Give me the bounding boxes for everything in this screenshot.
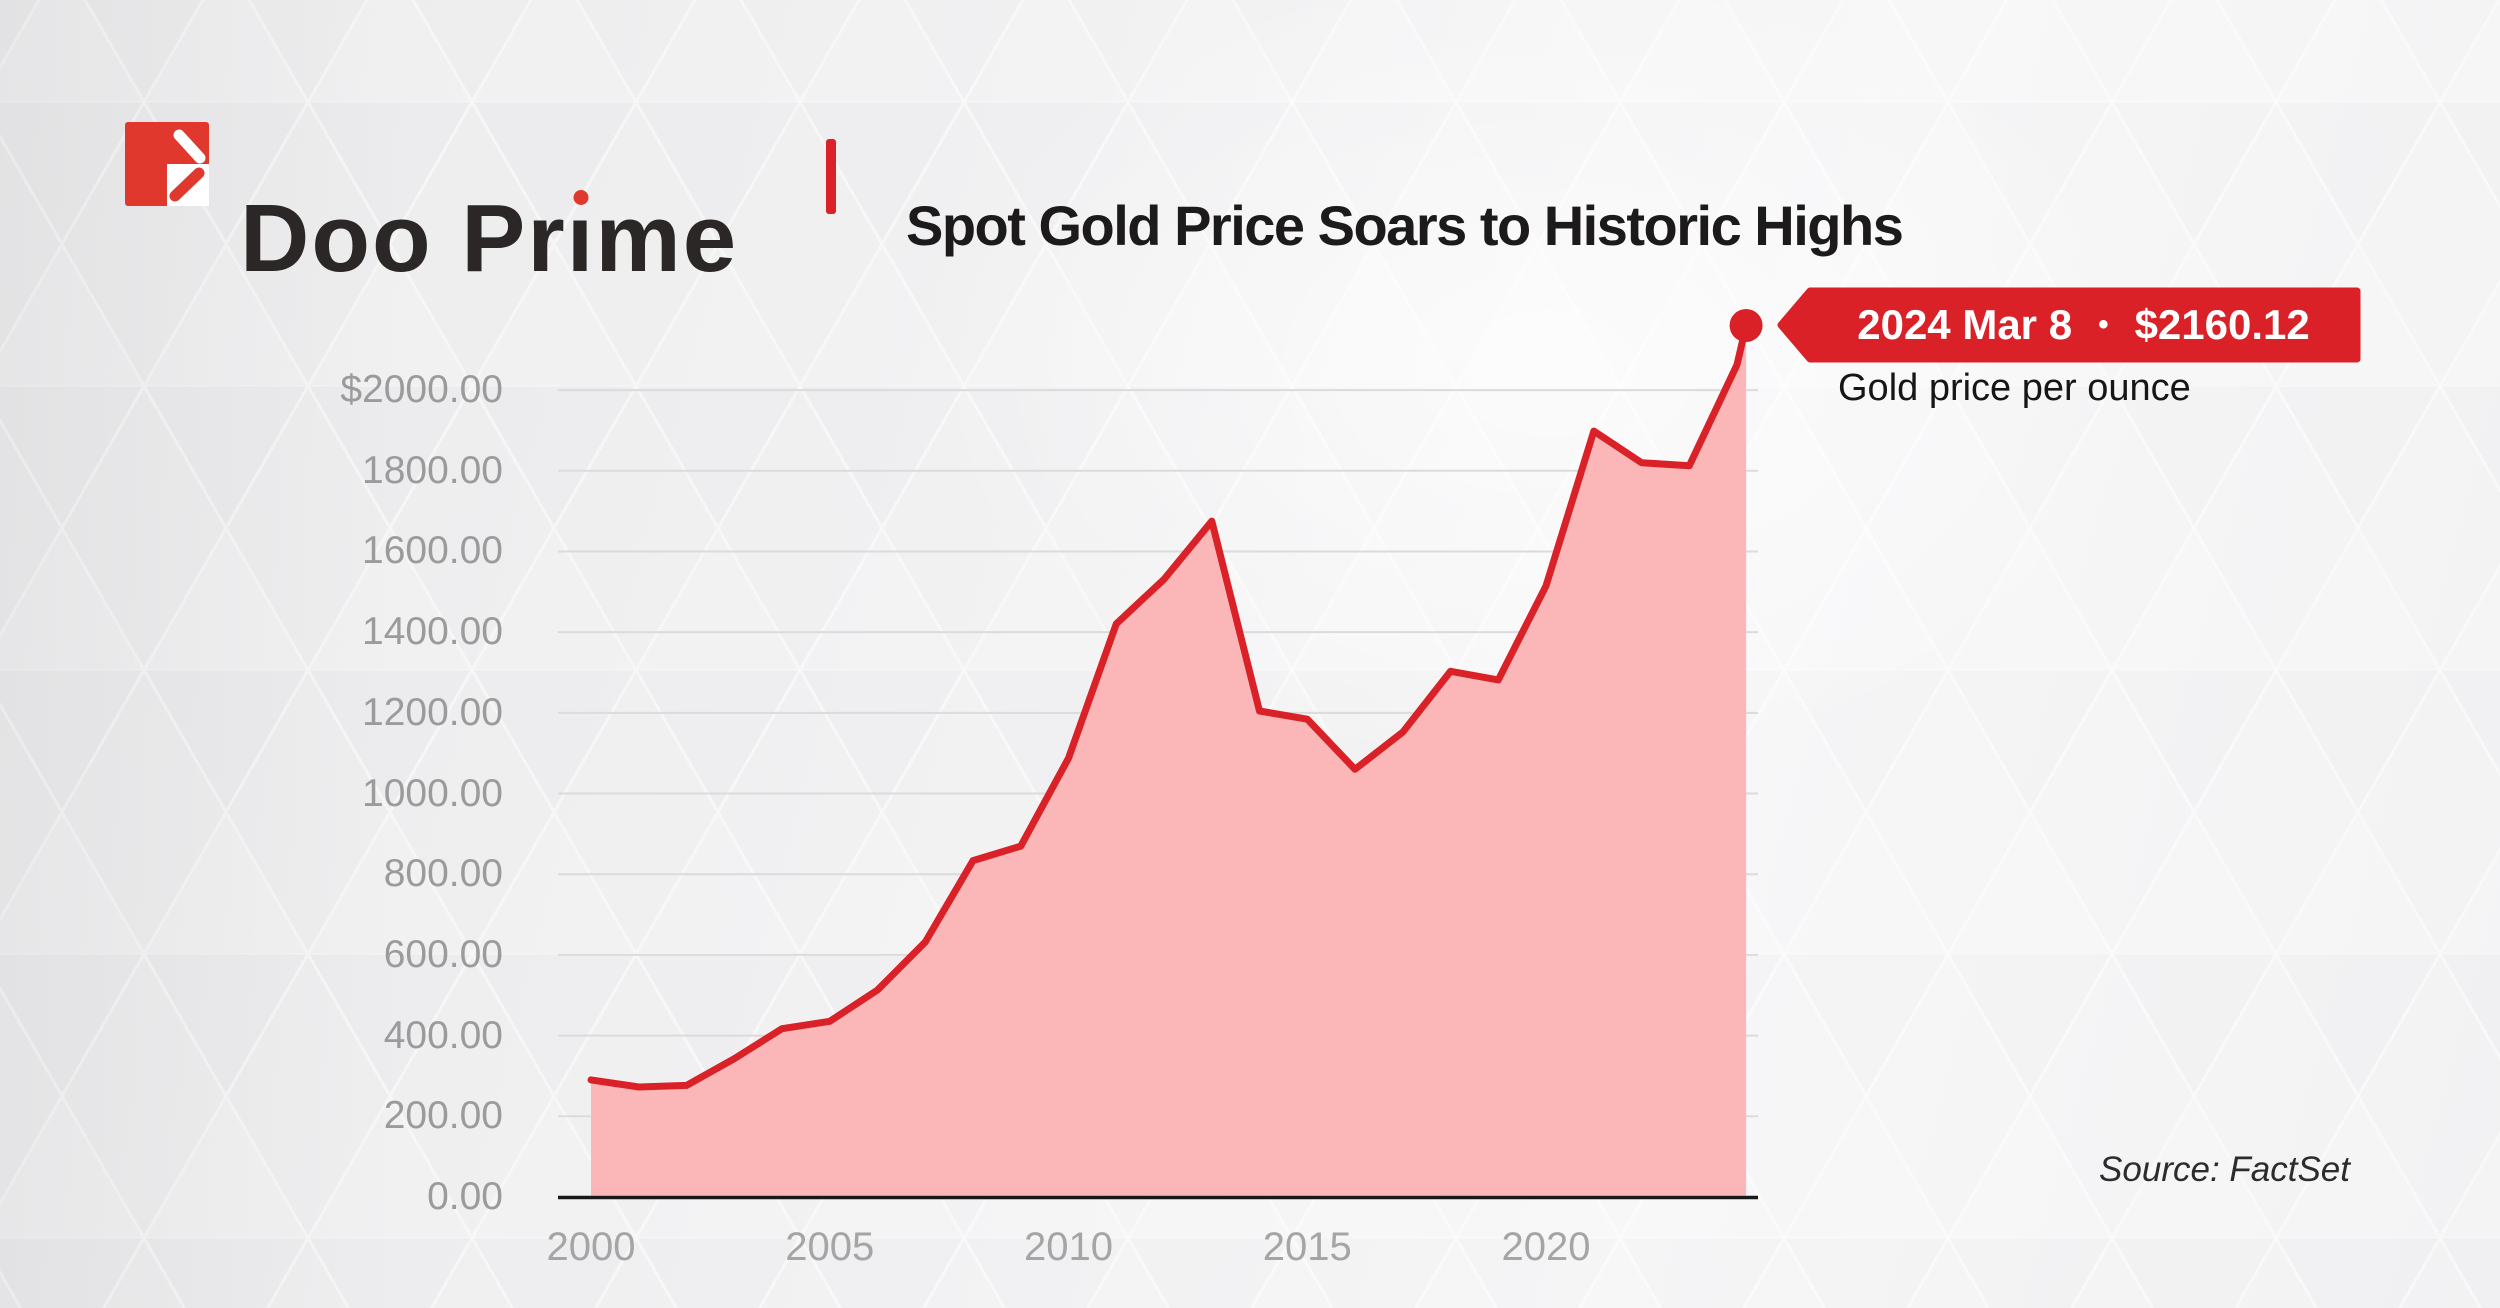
source-attribution: Source: FactSet (2099, 1150, 2350, 1189)
brand-text-pre: Doo Pr (240, 185, 567, 293)
y-axis-label-600: 600.00 (383, 932, 503, 976)
brand-wordmark: Doo Prıme (240, 184, 738, 294)
y-axis-label-0: 0.00 (427, 1175, 503, 1218)
x-axis-label-2020: 2020 (1501, 1225, 1591, 1269)
callout-date: 2024 Mar 8 (1857, 301, 2073, 348)
y-axis-label-2000: $2000.00 (340, 368, 503, 412)
y-axis-label-200: 200.00 (383, 1094, 503, 1138)
x-axis-label-2010: 2010 (1024, 1225, 1113, 1269)
callout-sub-label: Gold price per ounce (1838, 367, 2191, 409)
doo-prime-logo-icon (125, 122, 209, 206)
callout-price: $2160.12 (2134, 301, 2310, 348)
logo-slash-red (169, 167, 205, 202)
chart-area-fill (591, 325, 1747, 1196)
y-axis-label-1400: 1400.00 (362, 610, 503, 654)
title-divider-bar (826, 139, 836, 214)
callout-badge-text: 2024 Mar 8 • $2160.12 (1810, 292, 2357, 358)
y-axis-label-1800: 1800.00 (362, 448, 503, 492)
last-point-dot (1729, 308, 1763, 342)
y-axis-label-400: 400.00 (383, 1013, 503, 1057)
y-axis-label-1000: 1000.00 (362, 771, 503, 815)
x-axis-label-2015: 2015 (1262, 1225, 1352, 1269)
x-axis-label-2005: 2005 (785, 1225, 875, 1269)
x-axis-label-2000: 2000 (546, 1225, 636, 1269)
y-axis-label-1600: 1600.00 (362, 529, 503, 573)
y-axis-label-800: 800.00 (383, 852, 503, 896)
brand-text-post: me (595, 185, 739, 293)
callout-badge-shape (1777, 287, 2361, 363)
page-title: Spot Gold Price Soars to Historic Highs (906, 194, 1904, 258)
y-axis-label-1200: 1200.00 (362, 690, 503, 734)
callout-bullet-separator: • (2098, 308, 2109, 341)
logo-slash-white (173, 129, 206, 164)
chart-line (587, 322, 1750, 1091)
brand-letter-i-red-dot: ı (566, 185, 596, 293)
